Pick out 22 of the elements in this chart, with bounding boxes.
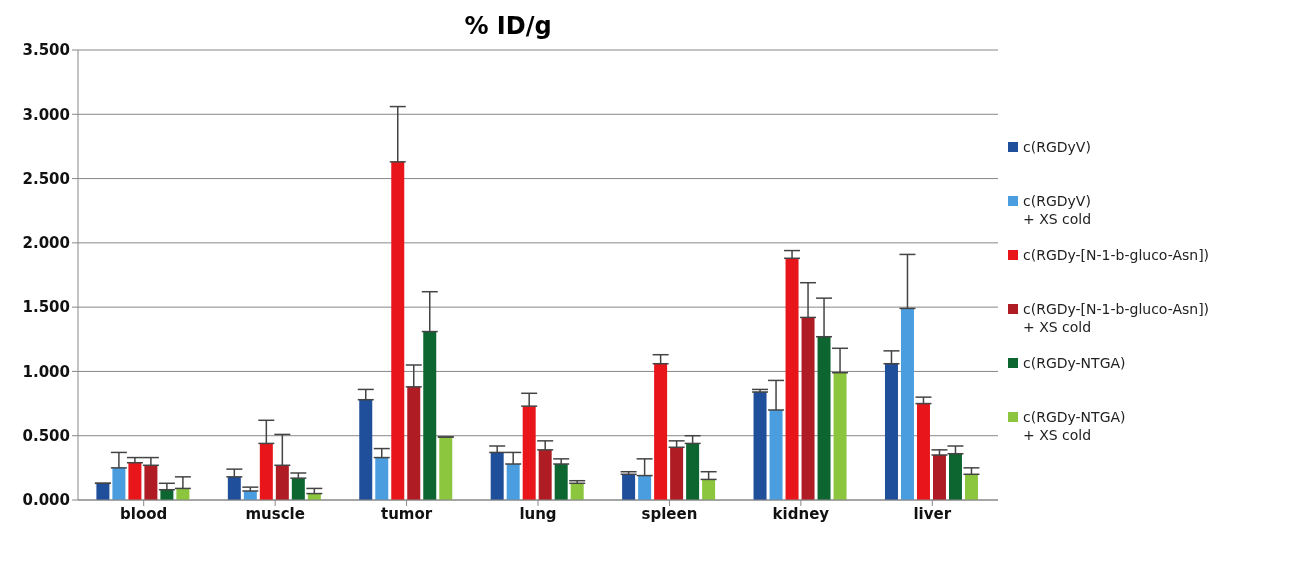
y-tick-label: 3.500 <box>22 41 70 60</box>
y-tick-label: 2.500 <box>22 169 70 188</box>
x-tick-label: spleen <box>641 504 698 523</box>
x-tick-label: blood <box>120 504 168 523</box>
y-tick-label: 1.500 <box>22 298 70 317</box>
x-tick-label: lung <box>519 504 557 523</box>
x-tick-label: tumor <box>380 504 433 523</box>
legend-label: c(RGDyV) + XS cold <box>1023 191 1092 228</box>
y-tick-label: 1.000 <box>22 362 70 381</box>
y-tick-label: 3.000 <box>22 105 70 124</box>
chart-title: % ID/g <box>463 11 553 40</box>
legend-label: c(RGDy-NTGA) + XS cold <box>1023 407 1126 444</box>
y-tick-label: 0.500 <box>22 427 70 446</box>
legend-label: c(RGDyV) <box>1023 137 1091 156</box>
x-tick-label: liver <box>913 504 952 523</box>
y-tick-label: 2.000 <box>22 234 70 253</box>
y-tick-label: 0.000 <box>22 491 70 510</box>
legend-label: c(RGDy-[N-1-b-gluco-Asn]) + XS cold <box>1023 299 1210 336</box>
legend-label: c(RGDy-[N-1-b-gluco-Asn]) <box>1023 245 1210 264</box>
x-tick-label: muscle <box>245 504 305 523</box>
x-tick-label: kidney <box>772 504 830 523</box>
legend-label: c(RGDy-NTGA) <box>1023 353 1126 372</box>
